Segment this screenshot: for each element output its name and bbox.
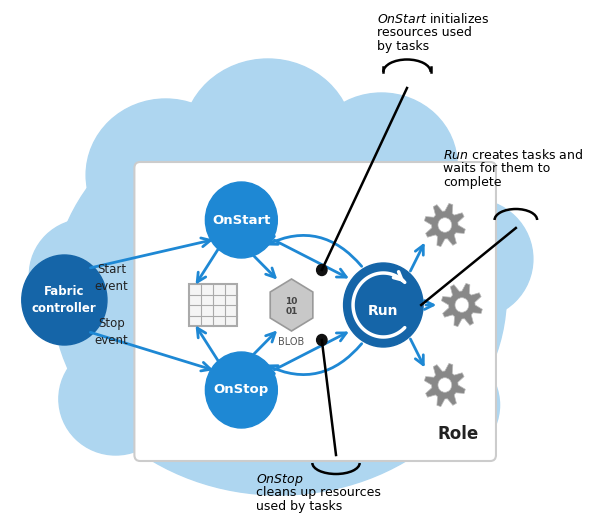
Text: BLOB: BLOB: [279, 337, 305, 347]
Circle shape: [317, 264, 327, 276]
Text: used by tasks: used by tasks: [256, 500, 342, 513]
Ellipse shape: [412, 199, 533, 319]
Text: 10: 10: [285, 296, 297, 305]
Text: 01: 01: [285, 306, 297, 315]
Circle shape: [344, 263, 423, 347]
Text: Run: Run: [368, 304, 399, 318]
Circle shape: [205, 182, 277, 258]
FancyBboxPatch shape: [134, 162, 496, 461]
Polygon shape: [441, 284, 483, 326]
Ellipse shape: [306, 93, 457, 237]
Text: OnStop: OnStop: [214, 384, 269, 396]
Text: Role: Role: [438, 425, 479, 443]
Text: Start
event: Start event: [95, 263, 129, 293]
Text: complete: complete: [443, 176, 501, 189]
Circle shape: [438, 378, 452, 392]
Ellipse shape: [59, 343, 172, 455]
Text: cleans up resources: cleans up resources: [256, 486, 381, 499]
Ellipse shape: [29, 219, 143, 331]
Polygon shape: [424, 204, 466, 246]
Text: OnStart: OnStart: [212, 214, 271, 226]
Text: Fabric
controller: Fabric controller: [32, 285, 97, 315]
Text: resources used: resources used: [377, 26, 472, 39]
Text: Stop
event: Stop event: [95, 317, 129, 347]
Text: $\it{OnStart}$ initializes: $\it{OnStart}$ initializes: [377, 12, 489, 26]
FancyBboxPatch shape: [189, 284, 237, 326]
Text: $\it{OnStop}$: $\it{OnStop}$: [256, 472, 303, 488]
Circle shape: [455, 298, 469, 312]
Text: by tasks: by tasks: [377, 40, 429, 53]
Text: $\it{Run}$ creates tasks and: $\it{Run}$ creates tasks and: [443, 148, 583, 162]
Circle shape: [317, 334, 327, 346]
Ellipse shape: [386, 349, 500, 461]
Text: waits for them to: waits for them to: [443, 162, 550, 175]
Ellipse shape: [183, 59, 353, 219]
Circle shape: [438, 218, 452, 232]
Ellipse shape: [86, 99, 245, 251]
Ellipse shape: [52, 95, 506, 495]
Circle shape: [205, 352, 277, 428]
Polygon shape: [424, 364, 466, 407]
Circle shape: [22, 255, 107, 345]
Polygon shape: [270, 279, 313, 331]
